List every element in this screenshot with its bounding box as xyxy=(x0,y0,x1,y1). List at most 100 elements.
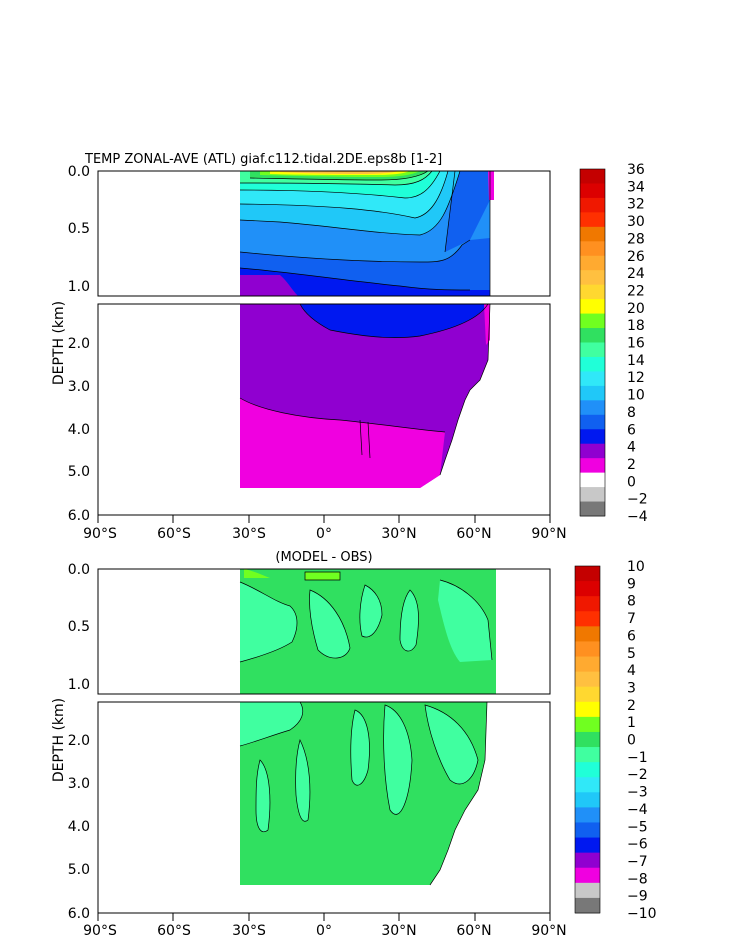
temperature-lower-panel-contours xyxy=(239,304,491,515)
x-tick-6: 90°N xyxy=(531,526,566,542)
colorbar-swatch xyxy=(575,716,600,733)
colorbar-label: 6 xyxy=(627,422,636,438)
colorbar-swatch xyxy=(580,226,605,242)
colorbar-label: 32 xyxy=(627,197,645,213)
colorbar-label: 4 xyxy=(627,440,636,456)
colorbar-swatch xyxy=(580,356,605,372)
colorbar-swatch xyxy=(580,400,605,416)
y-tick-7: 6.0 xyxy=(68,906,90,922)
y-tick-5: 4.0 xyxy=(68,422,90,438)
y-tick-7: 6.0 xyxy=(68,508,90,524)
colorbar-label: 4 xyxy=(627,663,636,679)
y-tick-0: 0.0 xyxy=(68,164,90,180)
colorbar-swatch xyxy=(575,822,600,839)
colorbar-swatch xyxy=(575,867,600,884)
colorbar-label: 10 xyxy=(627,388,645,404)
colorbar-label: −4 xyxy=(627,802,648,818)
colorbar-swatch xyxy=(580,313,605,329)
colorbar-swatch xyxy=(580,169,605,184)
colorbar-swatch xyxy=(580,472,605,488)
colorbar-label: −1 xyxy=(627,750,648,766)
colorbar-label: −4 xyxy=(627,509,648,525)
colorbar-label: −9 xyxy=(627,889,648,905)
colorbar-swatch xyxy=(580,183,605,199)
difference-upper-panel-frame xyxy=(97,568,551,695)
x-tick-4: 30°N xyxy=(381,526,416,542)
y-tick-6: 5.0 xyxy=(68,464,90,480)
y-tick-6: 5.0 xyxy=(68,862,90,878)
x-tick-5: 60°N xyxy=(456,526,491,542)
colorbar-label: −2 xyxy=(627,492,648,508)
colorbar-label: 2 xyxy=(627,457,636,473)
y-tick-labels: 0.0 0.5 1.0 2.0 3.0 4.0 5.0 6.0 xyxy=(68,562,90,922)
y-axis-label: DEPTH (km) xyxy=(51,301,67,385)
colorbar-swatch xyxy=(575,626,600,642)
temperature-upper-panel-frame xyxy=(97,170,551,297)
colorbar-swatch xyxy=(580,255,605,271)
y-tick-1: 0.5 xyxy=(68,619,90,635)
colorbar-swatch xyxy=(575,731,600,748)
x-tick-labels: 90°S 60°S 30°S 0° 30°N 60°N 90°N xyxy=(83,923,567,939)
x-tick-3: 0° xyxy=(316,526,332,542)
temperature-chart: TEMP ZONAL-AVE (ATL) giaf.c112.tidal.2DE… xyxy=(51,152,648,542)
colorbar-swatch xyxy=(575,882,600,899)
colorbar-label: 34 xyxy=(627,179,645,195)
temperature-upper-panel-contours xyxy=(239,171,494,296)
colorbar-label: 0 xyxy=(627,733,636,749)
colorbar-label: −6 xyxy=(627,837,648,853)
colorbar-swatch xyxy=(575,777,600,793)
difference-lower-panel-contours xyxy=(239,702,488,913)
colorbar-label: 12 xyxy=(627,370,645,386)
colorbar-swatch xyxy=(575,611,600,627)
x-tick-3: 0° xyxy=(316,923,332,939)
y-tick-3: 2.0 xyxy=(68,733,90,749)
colorbar-swatch xyxy=(580,241,605,257)
x-tick-4: 30°N xyxy=(381,923,416,939)
colorbar-swatch xyxy=(580,501,605,517)
colorbar-label: −3 xyxy=(627,785,648,801)
colorbar-swatch xyxy=(575,792,600,808)
x-tick-marks xyxy=(97,913,551,921)
colorbar-swatch xyxy=(580,458,605,474)
x-tick-2: 30°S xyxy=(232,526,266,542)
colorbar-label: 0 xyxy=(627,474,636,490)
x-tick-2: 30°S xyxy=(232,923,266,939)
colorbar-swatch xyxy=(580,212,605,228)
colorbar-swatch xyxy=(575,837,600,854)
x-tick-labels: 90°S 60°S 30°S 0° 30°N 60°N 90°N xyxy=(83,526,567,542)
colorbar-swatch xyxy=(575,686,600,703)
colorbar-swatch xyxy=(575,581,600,597)
colorbar-label: 2 xyxy=(627,698,636,714)
chart-title: TEMP ZONAL-AVE (ATL) giaf.c112.tidal.2DE… xyxy=(84,152,442,167)
colorbar-swatch xyxy=(575,897,600,914)
colorbar-label: 18 xyxy=(627,318,645,334)
colorbar-label: −2 xyxy=(627,767,648,783)
colorbar-swatch xyxy=(580,299,605,315)
colorbar-swatch xyxy=(575,852,600,869)
colorbar-swatch xyxy=(575,671,600,688)
colorbar-label: 22 xyxy=(627,283,645,299)
y-tick-4: 3.0 xyxy=(68,379,90,395)
colorbar-label: 26 xyxy=(627,249,645,265)
colorbar-swatch xyxy=(580,342,605,358)
colorbar-swatch xyxy=(575,747,600,763)
colorbar-label: 3 xyxy=(627,680,636,696)
colorbar-swatch xyxy=(580,429,605,445)
x-tick-1: 60°S xyxy=(157,923,191,939)
colorbar-swatch xyxy=(575,641,600,658)
colorbar-swatch xyxy=(575,656,600,673)
colorbar-swatch xyxy=(580,328,605,343)
colorbar-frame xyxy=(574,565,601,914)
colorbar-label: 10 xyxy=(627,559,645,575)
colorbar-swatch xyxy=(575,596,600,612)
colorbar-swatch xyxy=(580,197,605,213)
colorbar-label: 6 xyxy=(627,628,636,644)
chart-title: (MODEL - OBS) xyxy=(275,550,372,565)
colorbar-label: 24 xyxy=(627,266,645,282)
y-tick-5: 4.0 xyxy=(68,819,90,835)
colorbar-label: 7 xyxy=(627,611,636,627)
colorbar-swatch xyxy=(580,284,605,300)
x-tick-0: 90°S xyxy=(83,526,117,542)
